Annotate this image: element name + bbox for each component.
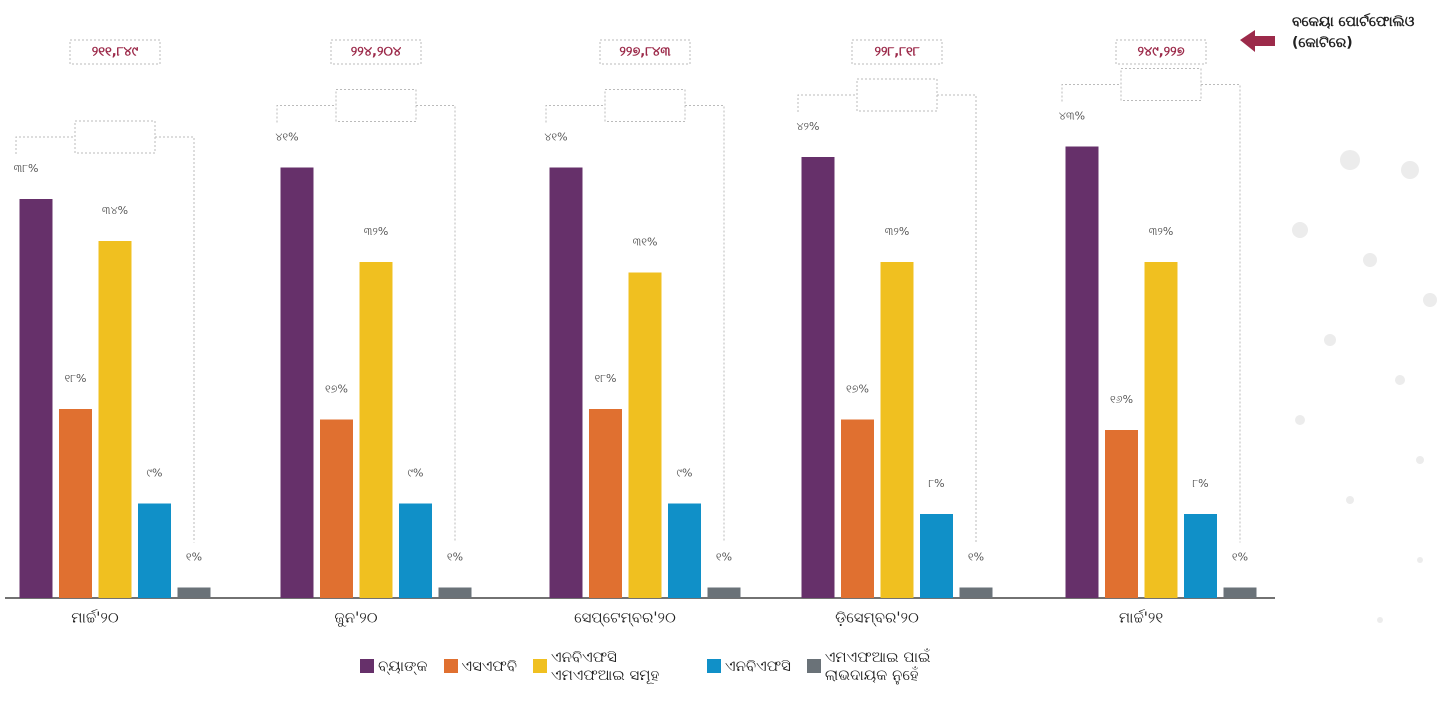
bar	[959, 587, 993, 598]
bar	[280, 167, 314, 598]
bar	[668, 503, 701, 598]
value-label: ୧୬%	[1110, 393, 1133, 406]
legend-item: ଏମଏଫଆଇ ପାଇଁ ଲାଭଦାୟକ ନୁହେଁ	[806, 648, 965, 684]
arrow-icon	[1240, 30, 1275, 52]
value-label: ୧୮%	[595, 372, 617, 385]
value-label: ୧୮%	[65, 372, 87, 385]
legend: ବ୍ୟାଙ୍କ ଏସଏଫବି ଏନବିଏଫସି ଏମଏଫଆଇ ସମୂହ ଏନବିଏଫସ…	[360, 648, 965, 684]
total-box	[330, 39, 422, 65]
value-label: ୩୨%	[885, 225, 910, 238]
value-label: ୩୪%	[102, 204, 128, 217]
portfolio-label: ୨୧୧,୮୪୯	[92, 45, 139, 60]
value-label: ୧୭%	[846, 383, 869, 396]
legend-swatch	[707, 659, 722, 673]
legend-item: ଏନବିଏଫସି	[707, 657, 791, 675]
bar	[177, 587, 211, 598]
bracket	[276, 105, 456, 543]
bracket	[545, 105, 725, 543]
legend-swatch	[443, 659, 458, 673]
value-label: ୧୭%	[325, 383, 348, 396]
value-label: ୩୨%	[364, 225, 389, 238]
bar	[589, 409, 622, 598]
bar	[707, 587, 741, 598]
value-label: ୧%	[716, 551, 732, 564]
portfolio-label: ୨୨୪,୨୦୪	[351, 45, 402, 60]
value-label: ୩୧%	[633, 236, 658, 249]
legend-label: ଏସଏଫବି	[461, 657, 518, 675]
value-label: ୧%	[968, 551, 984, 564]
value-label: ୧%	[447, 551, 463, 564]
portfolio-label: ୨୨୭,୮୪୩	[619, 45, 671, 60]
bar	[801, 157, 835, 598]
bar	[1223, 587, 1257, 598]
bracket-box	[74, 120, 156, 154]
legend-item: ଏନବିଏଫସି ଏମଏଫଆଇ ସମୂହ	[533, 648, 691, 684]
bracket-box	[335, 89, 417, 122]
bar	[138, 503, 171, 598]
bar	[920, 514, 953, 598]
value-label: ୪୧%	[544, 131, 567, 144]
bracket	[1061, 84, 1241, 543]
bar	[320, 419, 353, 598]
value-label: ୮%	[928, 477, 944, 490]
decor	[1292, 150, 1437, 623]
legend-item: ଏସଏଫବି	[443, 657, 518, 675]
bracket-box	[856, 78, 938, 112]
total-box	[69, 39, 161, 65]
legend-item: ବ୍ୟାଙ୍କ	[360, 657, 428, 675]
x-tick-label: ଡ଼ିସେମ୍ବର'୨୦	[835, 609, 919, 627]
total-box	[1115, 39, 1207, 65]
bar	[359, 262, 393, 598]
value-label: ୯%	[677, 467, 693, 480]
legend-swatch	[533, 659, 548, 673]
x-tick-label: ମାର୍ଚ୍ଚ'୨୦	[71, 609, 119, 627]
value-label: ୯%	[408, 467, 424, 480]
bar	[98, 241, 132, 598]
value-label: ୩୮%	[14, 162, 39, 175]
total-box	[851, 39, 943, 65]
value-label: ୪୩%	[1059, 110, 1085, 123]
legend-label: ଏନବିଏଫସି ଏମଏଫଆଇ ସମୂହ	[551, 648, 660, 684]
bar	[19, 199, 53, 598]
value-label: ୩୨%	[1149, 225, 1174, 238]
bar	[1065, 146, 1099, 598]
bracket-box	[1120, 68, 1202, 101]
value-label: ୮%	[1192, 477, 1208, 490]
legend-swatch	[360, 659, 374, 673]
bar	[549, 167, 583, 598]
value-label: ୪୧%	[275, 131, 298, 144]
x-tick-label: ଜୁନ'୨୦	[334, 609, 377, 627]
bar	[399, 503, 432, 598]
portfolio-label: ୨୪୯,୨୨୭	[1137, 45, 1184, 60]
annotation: ବକେୟା ପୋର୍ଟଫୋଲିଓ (କୋଟିରେ)	[1292, 14, 1415, 51]
portfolio-label: ୨୨୮,୮୧୮	[874, 45, 919, 60]
bar	[880, 262, 914, 598]
x-tick-label: ମାର୍ଚ୍ଚ'୨୧	[1119, 609, 1164, 627]
bar	[1184, 514, 1217, 598]
legend-label: ଏମଏଫଆଇ ପାଇଁ ଲାଭଦାୟକ ନୁହେଁ	[824, 648, 931, 684]
bar	[628, 272, 662, 598]
bar	[1105, 430, 1138, 598]
bar	[841, 419, 874, 598]
x-tick-label: ସେପ୍ଟେମ୍ବର'୨୦	[574, 609, 676, 627]
legend-label: ଏନବିଏଫସି	[725, 657, 791, 675]
bracket	[15, 136, 195, 543]
legend-label: ବ୍ୟାଙ୍କ	[378, 657, 428, 675]
bar	[1144, 262, 1178, 598]
bracket-box	[604, 89, 686, 122]
value-label: ୧%	[1232, 551, 1248, 564]
bar	[438, 587, 472, 598]
bracket	[797, 94, 977, 543]
total-box	[599, 39, 691, 65]
legend-swatch	[806, 659, 821, 673]
bar	[59, 409, 92, 598]
value-label: ୪୨%	[797, 120, 820, 133]
value-label: ୯%	[147, 467, 163, 480]
value-label: ୧%	[186, 551, 202, 564]
